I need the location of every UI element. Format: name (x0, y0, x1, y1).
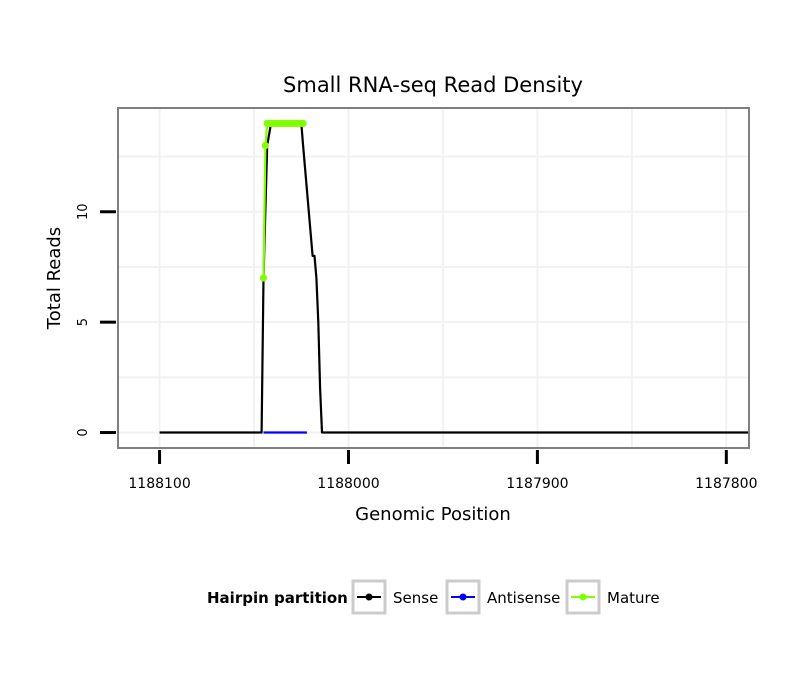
data-point-mature (259, 274, 268, 282)
x-tick-label: 1187900 (506, 476, 568, 492)
legend-item-antisense: Antisense (445, 579, 560, 615)
legend: Hairpin partition Sense Antisense Mature (207, 579, 660, 615)
x-axis-label: Genomic Position (355, 504, 511, 525)
legend-dot-sense (365, 593, 373, 601)
series-layer (159, 119, 749, 434)
legend-label-sense: Sense (393, 589, 438, 607)
y-axis-label: Total Reads (44, 227, 65, 330)
plot-panel (118, 108, 749, 448)
y-tick-label: 0 (76, 428, 91, 436)
chart-title: Small RNA-seq Read Density (283, 73, 583, 97)
grid-lines (118, 108, 749, 448)
data-point-mature (299, 119, 307, 128)
x-tick-label: 1188000 (317, 476, 379, 492)
x-axis: 1188100 1188000 1187900 1187800 (128, 450, 758, 492)
y-axis: 0 5 10 (76, 203, 116, 437)
legend-dot-antisense (459, 593, 467, 601)
legend-item-sense: Sense (351, 579, 438, 615)
legend-label-antisense: Antisense (487, 589, 560, 607)
legend-title: Hairpin partition (207, 589, 348, 607)
x-tick-label: 1187800 (695, 476, 757, 492)
legend-dot-mature (579, 593, 587, 601)
legend-label-mature: Mature (607, 589, 660, 607)
legend-item-mature: Mature (565, 579, 660, 615)
y-tick-label: 5 (76, 318, 91, 326)
plot-panel-border (117, 107, 750, 449)
x-tick-label: 1188100 (128, 476, 190, 492)
data-point-mature (261, 141, 269, 150)
y-tick-label: 10 (76, 203, 91, 220)
